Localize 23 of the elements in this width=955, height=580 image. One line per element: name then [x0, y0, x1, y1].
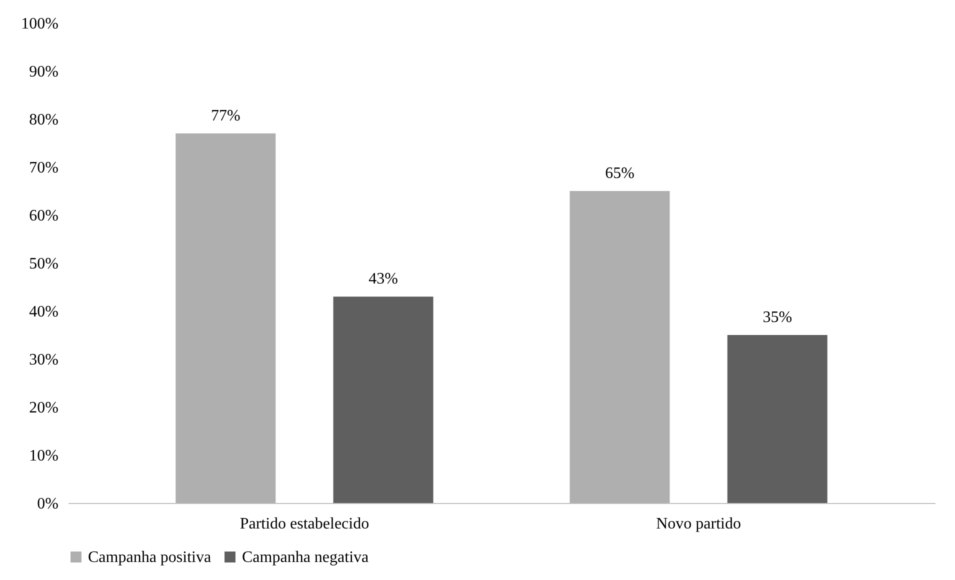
legend-label: Campanha negativa: [242, 549, 369, 566]
bar: [727, 335, 828, 503]
y-tick-label: 70%: [29, 160, 58, 176]
data-label: 65%: [605, 165, 634, 182]
y-tick-label: 50%: [29, 256, 58, 272]
legend-label: Campanha positiva: [88, 549, 212, 566]
data-label: 43%: [368, 270, 398, 288]
y-tick-label: 100%: [21, 16, 58, 32]
y-tick-label: 0%: [37, 496, 58, 512]
bar: [333, 296, 434, 503]
y-tick-label: 60%: [29, 208, 58, 224]
bar: [176, 133, 276, 503]
y-tick-label: 40%: [29, 304, 58, 320]
y-tick-label: 10%: [29, 448, 58, 464]
x-tick-label: Partido estabelecido: [240, 516, 370, 532]
x-tick-label: Novo partido: [656, 516, 741, 532]
bar: [570, 191, 670, 503]
y-tick-label: 80%: [29, 112, 58, 128]
y-tick-label: 90%: [29, 64, 58, 80]
data-label: 77%: [210, 107, 240, 124]
y-tick-label: 20%: [29, 400, 58, 416]
data-label: 35%: [762, 309, 792, 326]
y-tick-label: 30%: [29, 352, 58, 368]
